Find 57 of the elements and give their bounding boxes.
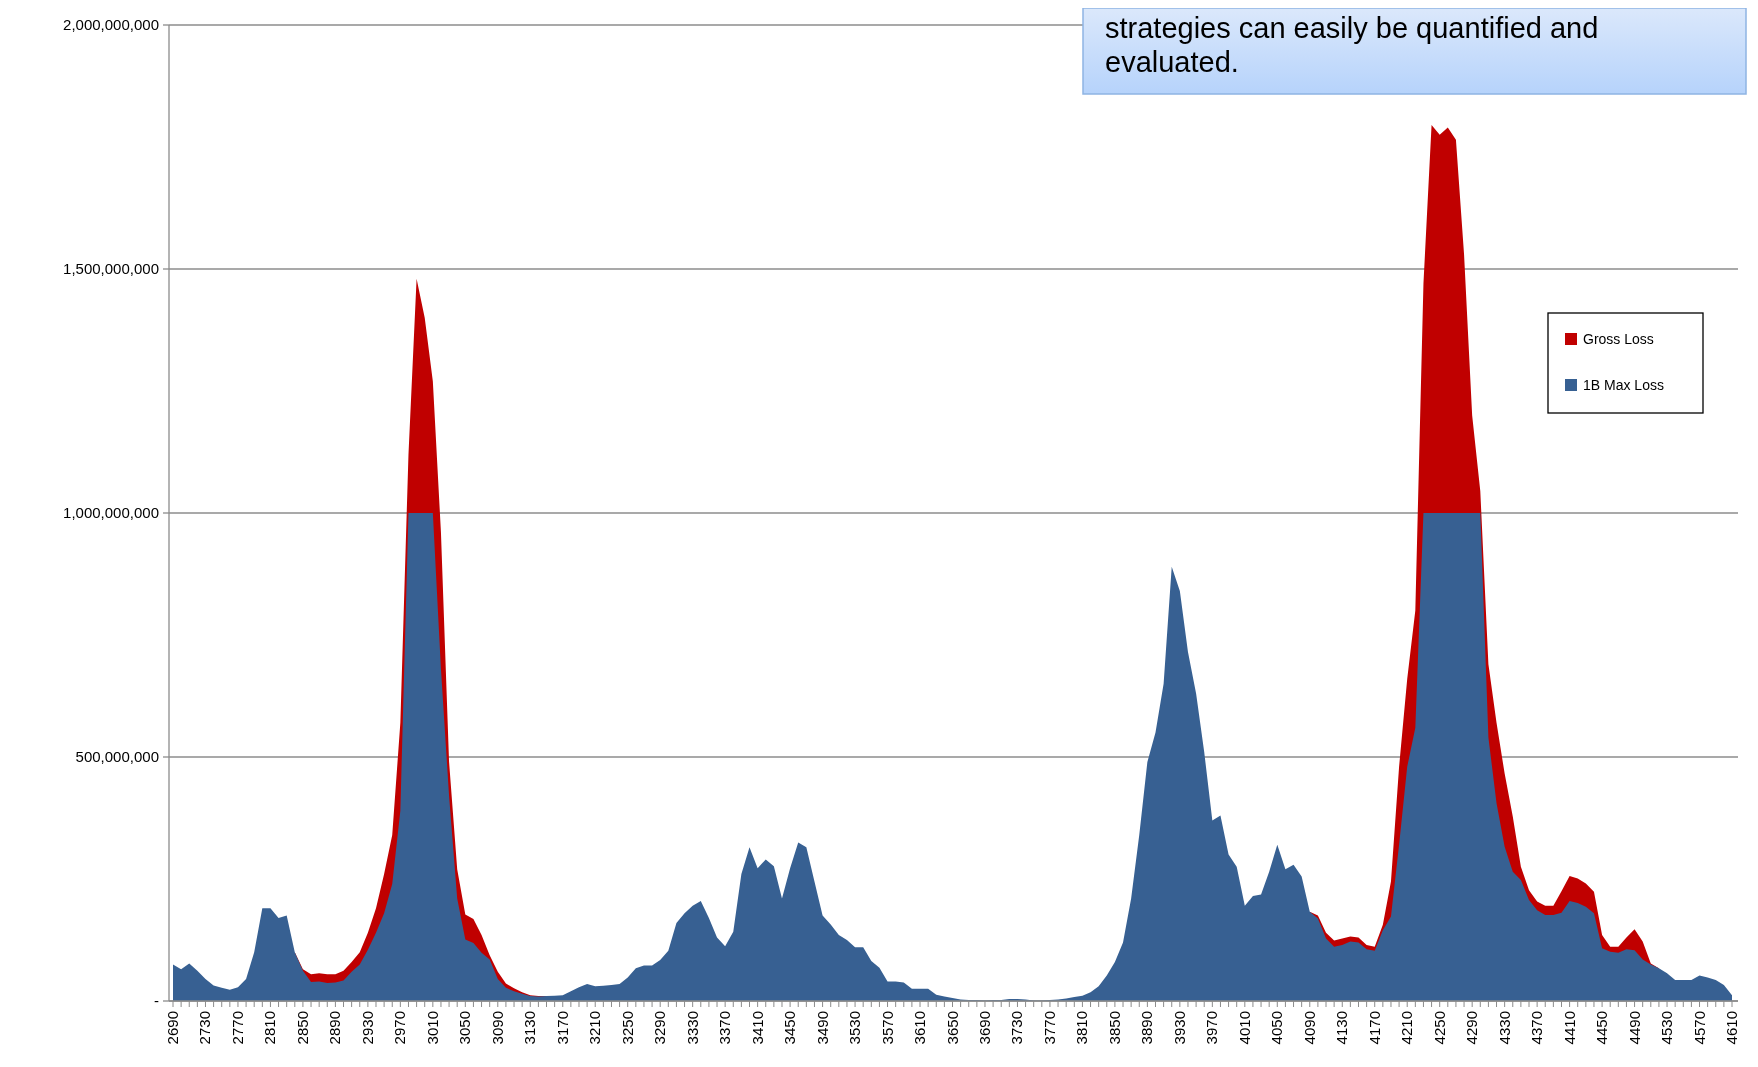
x-tick-label: 3130: [521, 1011, 539, 1045]
x-tick-label: 3090: [488, 1011, 506, 1045]
x-tick-label: 4130: [1333, 1011, 1351, 1045]
x-tick-label: 3970: [1203, 1011, 1221, 1045]
x-tick-label: 4370: [1528, 1011, 1546, 1045]
x-tick-label: 4170: [1365, 1011, 1383, 1045]
x-tick-label: 4090: [1300, 1011, 1318, 1045]
x-tick-label: 4210: [1398, 1011, 1416, 1045]
x-tick-label: 3010: [423, 1011, 441, 1045]
x-tick-label: 2770: [228, 1011, 246, 1045]
x-tick-label: 2890: [326, 1011, 344, 1045]
y-tick-label: -: [154, 992, 159, 1010]
legend-label: Gross Loss: [1583, 330, 1654, 347]
x-tick-label: 3410: [748, 1011, 766, 1045]
annotation: strategies can easily be quantified and evaluated.: [1105, 12, 1599, 78]
x-tick-label: 3730: [1008, 1011, 1026, 1045]
x-tick-label: 4050: [1268, 1011, 1286, 1045]
x-tick-label: 2690: [164, 1011, 181, 1045]
x-tick-label: 4330: [1495, 1011, 1513, 1045]
x-tick-label: 3690: [975, 1011, 993, 1045]
x-tick-label: 3770: [1040, 1011, 1058, 1045]
x-tick-label: 4570: [1690, 1011, 1708, 1045]
x-tick-label: 3290: [651, 1011, 669, 1045]
x-tick-label: 3650: [943, 1011, 961, 1045]
x-tick-label: 3330: [683, 1011, 701, 1045]
x-tick-label: 3610: [911, 1011, 929, 1045]
x-tick-label: 3850: [1105, 1011, 1123, 1045]
x-tick-label: 3210: [586, 1011, 604, 1045]
x-tick-label: 3450: [781, 1011, 799, 1045]
x-tick-label: 4290: [1463, 1011, 1481, 1045]
x-tick-label: 3930: [1170, 1011, 1188, 1045]
x-tick-label: 3570: [878, 1011, 896, 1045]
y-tick-label: 500,000,000: [75, 748, 159, 766]
x-tick-label: 3250: [618, 1011, 636, 1045]
x-tick-label: 3490: [813, 1011, 831, 1045]
x-tick-label: 4010: [1235, 1011, 1253, 1045]
y-tick-label: 1,500,000,000: [63, 260, 159, 278]
y-tick-label: 2,000,000,000: [63, 16, 159, 34]
x-tick-label: 4610: [1723, 1011, 1740, 1045]
x-tick-label: 3890: [1138, 1011, 1156, 1045]
x-tick-label: 4250: [1430, 1011, 1448, 1045]
x-tick-label: 4490: [1625, 1011, 1643, 1045]
x-tick-label: 2730: [196, 1011, 214, 1045]
y-tick-label: 1,000,000,000: [63, 504, 159, 522]
x-tick-label: 4410: [1560, 1011, 1578, 1045]
x-tick-label: 2930: [358, 1011, 376, 1045]
x-tick-label: 3170: [553, 1011, 571, 1045]
x-tick-label: 3810: [1073, 1011, 1091, 1045]
legend-label: 1B Max Loss: [1583, 376, 1664, 393]
x-tick-label: 3050: [456, 1011, 474, 1045]
x-tick-label: 3530: [846, 1011, 864, 1045]
x-tick-label: 2810: [261, 1011, 279, 1045]
x-tick-label: 2850: [293, 1011, 311, 1045]
x-tick-label: 4450: [1593, 1011, 1611, 1045]
x-tick-label: 4530: [1658, 1011, 1676, 1045]
x-tick-label: 2970: [391, 1011, 409, 1045]
x-tick-label: 3370: [716, 1011, 734, 1045]
